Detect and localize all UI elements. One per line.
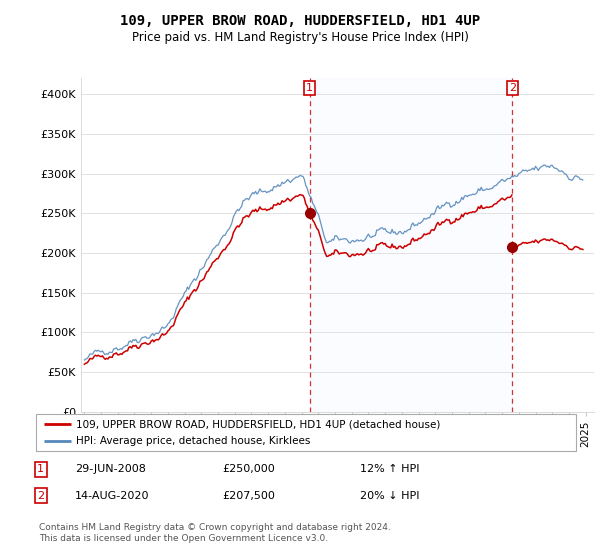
- Text: 109, UPPER BROW ROAD, HUDDERSFIELD, HD1 4UP (detached house): 109, UPPER BROW ROAD, HUDDERSFIELD, HD1 …: [77, 419, 441, 429]
- Text: 1: 1: [37, 464, 44, 474]
- Text: 29-JUN-2008: 29-JUN-2008: [75, 464, 146, 474]
- Text: £250,000: £250,000: [222, 464, 275, 474]
- Text: 14-AUG-2020: 14-AUG-2020: [75, 491, 149, 501]
- Text: Contains HM Land Registry data © Crown copyright and database right 2024.
This d: Contains HM Land Registry data © Crown c…: [39, 524, 391, 543]
- Text: £207,500: £207,500: [222, 491, 275, 501]
- Text: 12% ↑ HPI: 12% ↑ HPI: [360, 464, 419, 474]
- Text: 109, UPPER BROW ROAD, HUDDERSFIELD, HD1 4UP: 109, UPPER BROW ROAD, HUDDERSFIELD, HD1 …: [120, 14, 480, 28]
- Text: Price paid vs. HM Land Registry's House Price Index (HPI): Price paid vs. HM Land Registry's House …: [131, 31, 469, 44]
- Text: 20% ↓ HPI: 20% ↓ HPI: [360, 491, 419, 501]
- Text: 2: 2: [509, 83, 516, 94]
- Bar: [310, 78, 512, 412]
- Text: HPI: Average price, detached house, Kirklees: HPI: Average price, detached house, Kirk…: [77, 436, 311, 446]
- Text: 2: 2: [37, 491, 44, 501]
- Text: 1: 1: [306, 83, 313, 94]
